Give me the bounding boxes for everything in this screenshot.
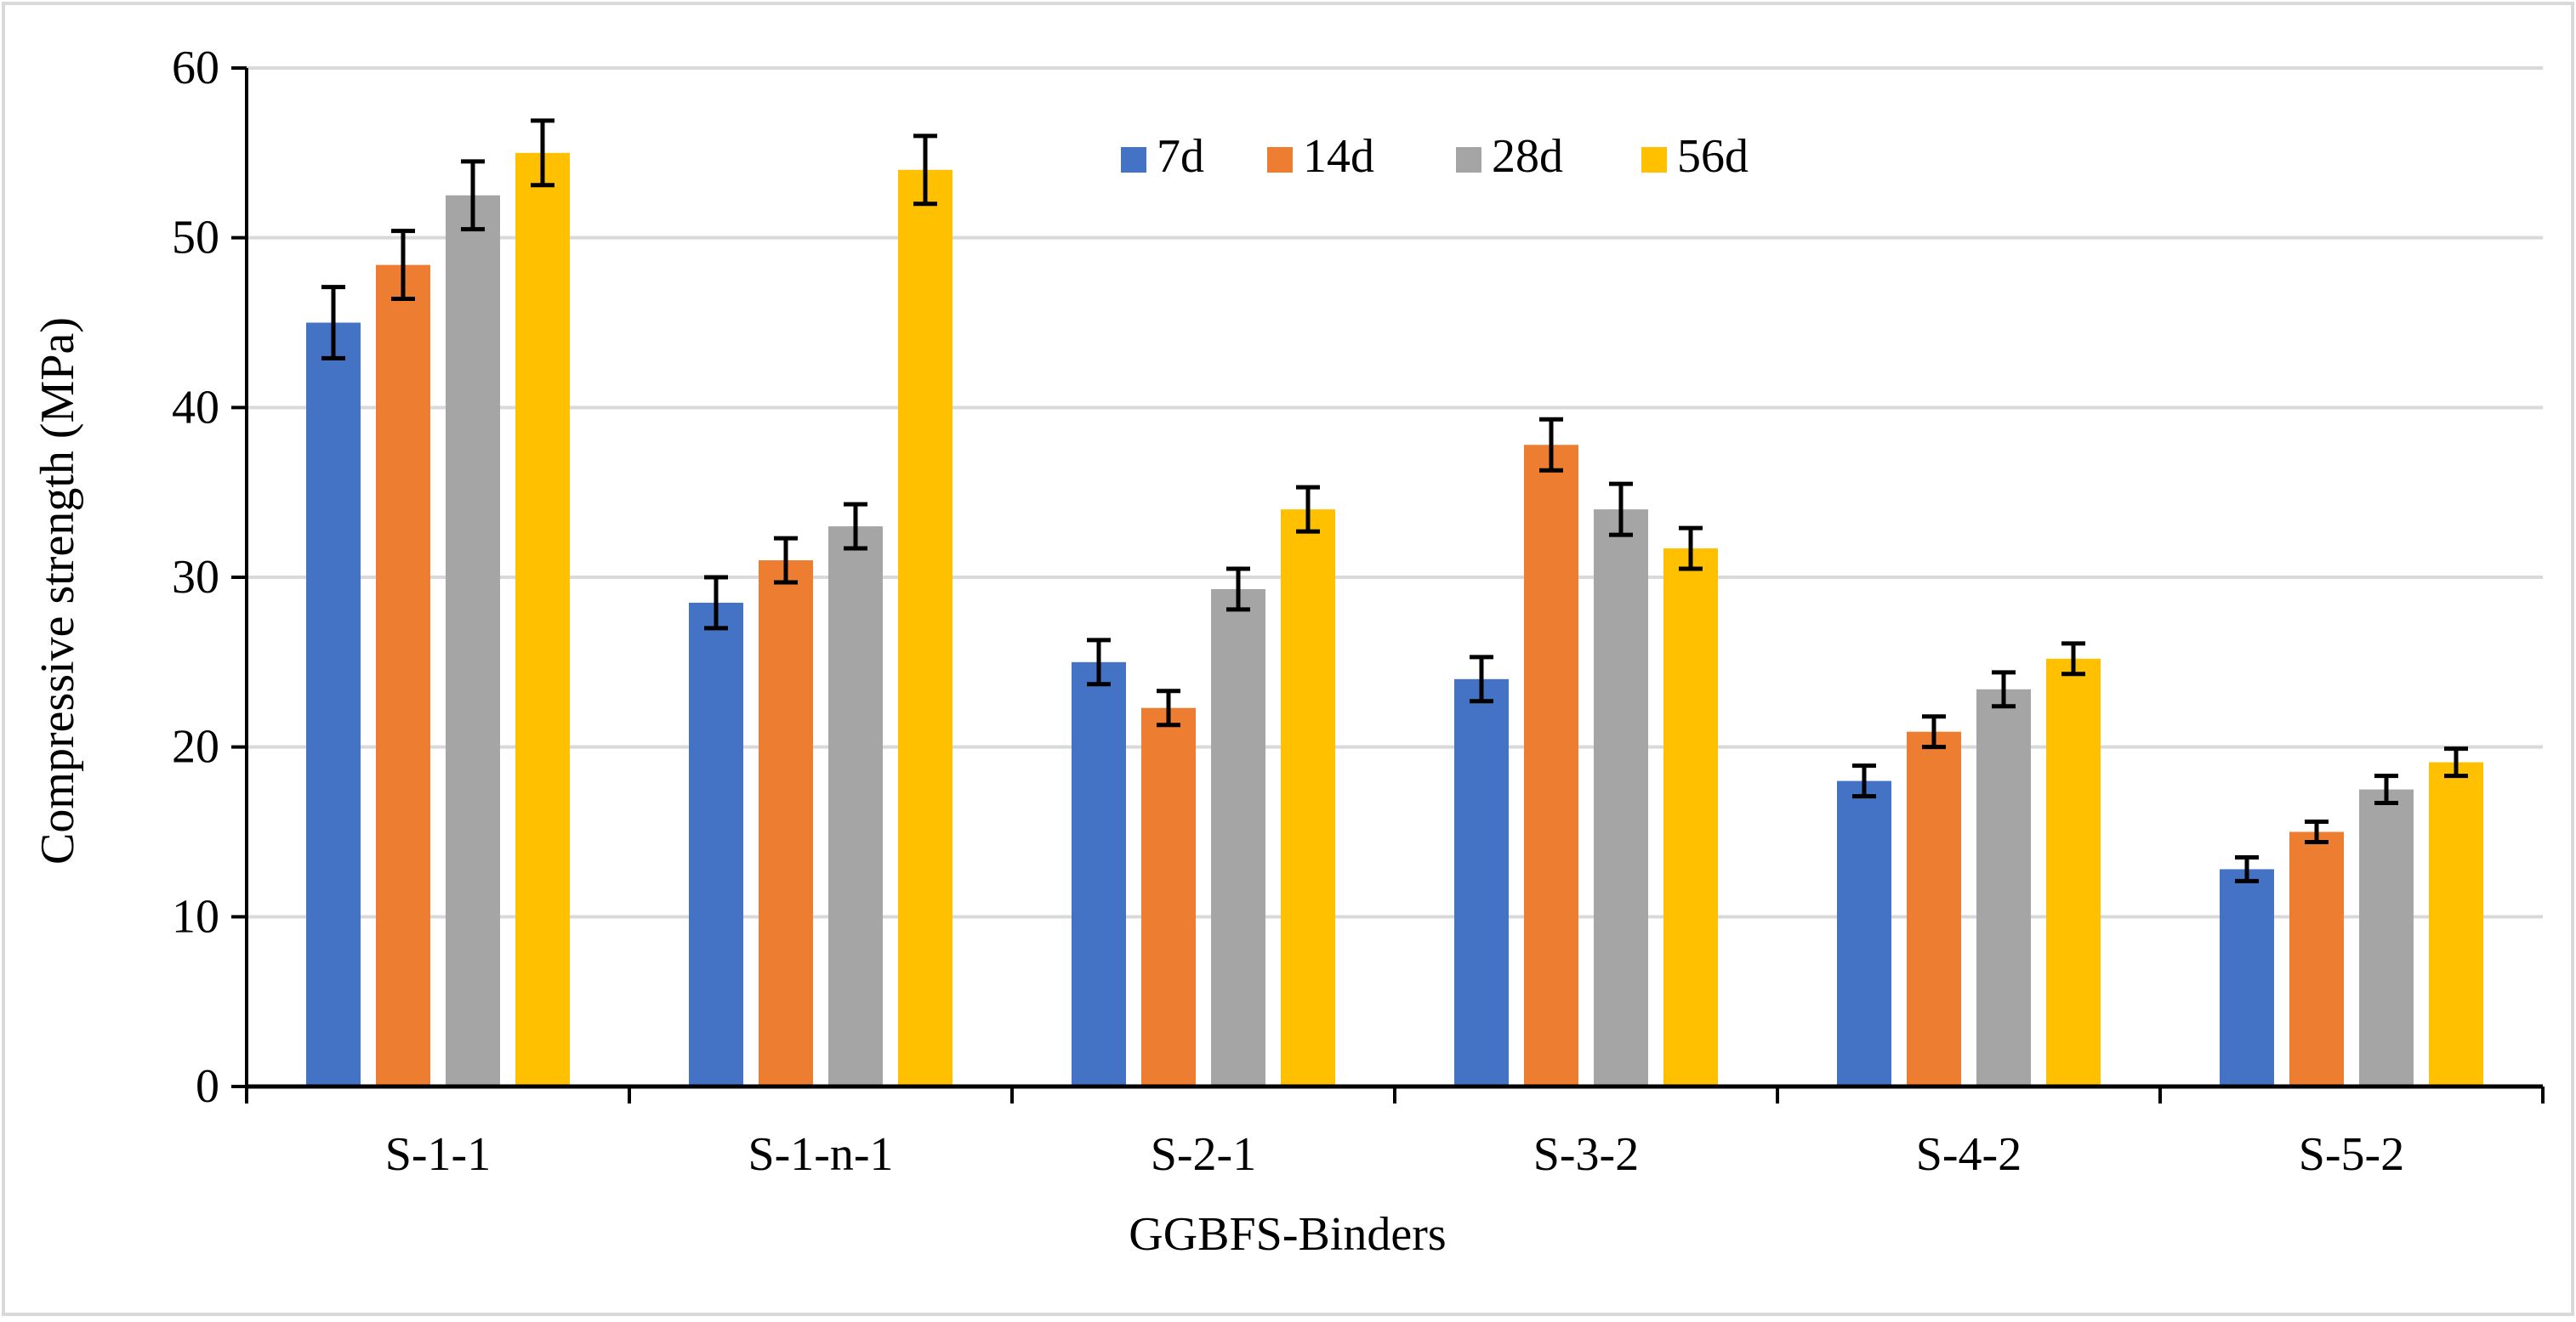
- legend-label: 28d: [1492, 130, 1563, 183]
- bar: [759, 560, 813, 1087]
- y-tick-label: 50: [172, 212, 219, 264]
- y-tick-label: 30: [172, 551, 219, 604]
- bar: [2220, 869, 2274, 1087]
- axes: [231, 66, 2545, 1104]
- bar: [1454, 678, 1509, 1087]
- bar: [2359, 789, 2414, 1087]
- y-tick-label: 10: [172, 890, 219, 943]
- y-tick-label: 40: [172, 381, 219, 434]
- bar: [1072, 661, 1126, 1087]
- bar: [1663, 548, 1718, 1087]
- y-tick-label: 60: [172, 42, 219, 94]
- bar: [306, 322, 361, 1087]
- x-tick-label: S-3-2: [1533, 1128, 1639, 1181]
- bar: [515, 152, 570, 1087]
- legend-swatch: [1456, 147, 1481, 173]
- bar: [1837, 780, 1891, 1087]
- bar: [1524, 445, 1578, 1087]
- error-bars: [321, 118, 2468, 883]
- bar: [1281, 509, 1335, 1087]
- bar: [1907, 731, 1961, 1087]
- legend-swatch: [1121, 147, 1146, 173]
- gridlines: [247, 66, 2543, 919]
- bar: [689, 602, 743, 1087]
- bar: [2289, 831, 2344, 1087]
- bar: [1141, 707, 1196, 1087]
- bar: [1976, 689, 2031, 1087]
- x-axis-title: GGBFS-Binders: [1129, 1208, 1446, 1261]
- x-tick-label: S-1-n-1: [748, 1128, 893, 1181]
- legend-swatch: [1267, 147, 1293, 173]
- y-tick-label: 0: [196, 1060, 219, 1113]
- legend-label: 14d: [1303, 130, 1374, 183]
- y-tick-label: 20: [172, 721, 219, 774]
- bar: [898, 169, 952, 1087]
- legend-label: 56d: [1677, 130, 1749, 183]
- bar: [1594, 509, 1648, 1087]
- bar: [1211, 588, 1265, 1087]
- tick-labels: 0 10 20 30 40 50 60 S-1-1 S-1-n-1 S-2-1 S-3-2 S-4-2…: [172, 42, 2404, 1181]
- x-tick-label: S-1-1: [385, 1128, 491, 1181]
- x-tick-label: S-4-2: [1916, 1128, 2022, 1181]
- bar: [828, 526, 883, 1087]
- legend-label: 7d: [1157, 130, 1204, 183]
- bar: [2046, 658, 2101, 1087]
- bar: [446, 195, 500, 1087]
- y-axis-title: Compressive strength (MPa): [31, 317, 84, 865]
- legend-swatch: [1641, 147, 1667, 173]
- legend: 7d 14d 28d 56d: [1121, 130, 1749, 183]
- x-tick-label: S-2-1: [1151, 1128, 1256, 1181]
- bars: [306, 152, 2483, 1087]
- x-tick-label: S-5-2: [2299, 1128, 2404, 1181]
- bar: [2429, 762, 2483, 1087]
- bar: [376, 264, 430, 1087]
